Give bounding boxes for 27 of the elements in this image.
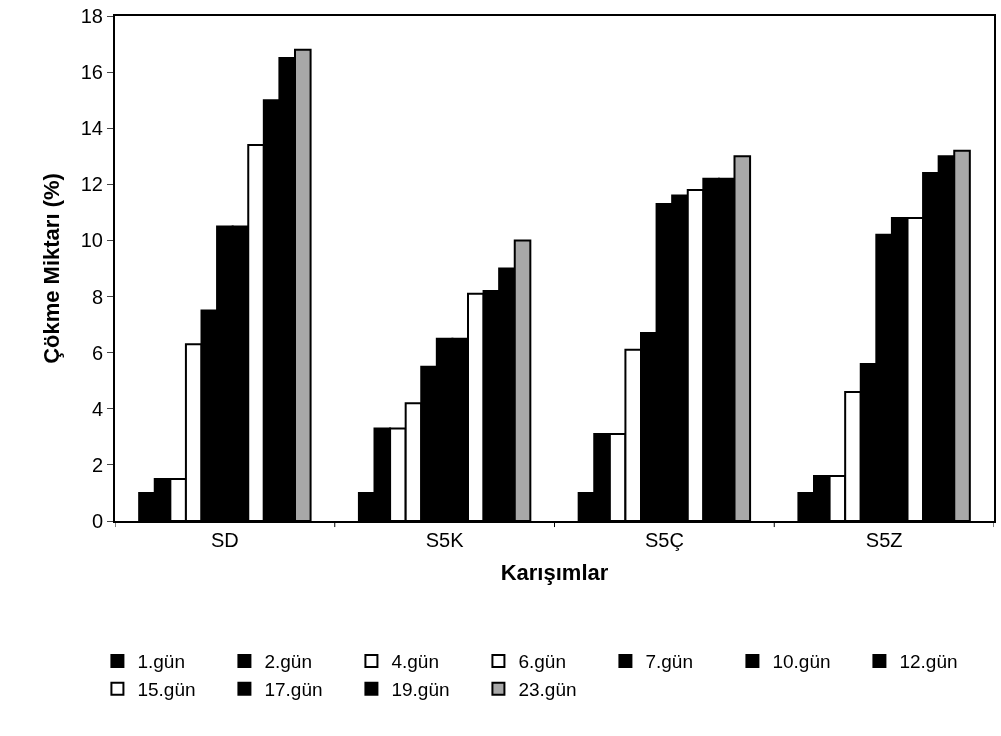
legend-label: 7.gün: [645, 651, 693, 673]
legend-label: 23.gün: [518, 679, 577, 701]
x-tick-label: S5K: [425, 529, 465, 551]
y-tick-label: 16: [80, 61, 103, 84]
y-tick-label: 14: [80, 117, 103, 140]
y-tick-label: 8: [91, 285, 103, 308]
y-tick-label: 0: [91, 510, 103, 532]
legend-label: 2.gün: [264, 651, 312, 673]
x-axis-title: Karışımlar: [500, 560, 609, 586]
y-tick-label: 10: [80, 229, 103, 252]
y-tick-label: 2: [91, 453, 103, 476]
legend-label: 15.gün: [137, 679, 196, 701]
x-tick-label: SD: [210, 529, 239, 551]
y-tick-label: 6: [91, 341, 103, 364]
y-axis-title: Çökme Miktarı (%): [39, 173, 65, 364]
legend-label: 12.gün: [899, 651, 958, 673]
legend-label: 4.gün: [391, 651, 439, 673]
y-tick-label: 12: [80, 173, 103, 196]
x-tick-label: S5Z: [865, 529, 903, 551]
y-tick-label: 18: [80, 5, 103, 27]
legend-label: 19.gün: [391, 679, 450, 701]
legend-label: 17.gün: [264, 679, 323, 701]
y-tick-label: 4: [91, 397, 103, 420]
legend-label: 1.gün: [137, 651, 185, 673]
legend-label: 10.gün: [772, 651, 831, 673]
x-tick-label: S5Ç: [644, 529, 684, 551]
legend-label: 6.gün: [518, 651, 566, 673]
